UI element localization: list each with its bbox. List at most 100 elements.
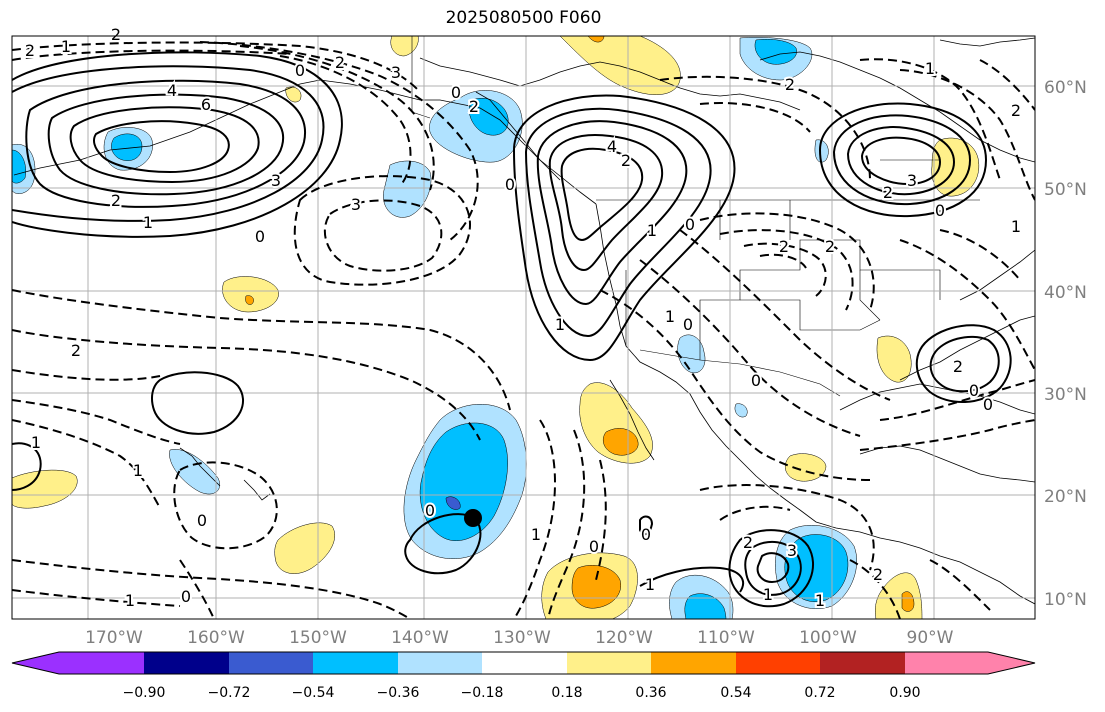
contour-line — [699, 102, 811, 133]
map-title: 2025080500 F060 — [445, 8, 602, 28]
contour-line — [12, 399, 181, 445]
contour-value-label: 0 — [683, 315, 693, 334]
contour-value-label: 0 — [197, 511, 207, 530]
contour-line — [293, 175, 471, 286]
colorbar: −0.90 −0.72 −0.54 −0.36 −0.18 0.18 0.36 … — [11, 651, 1036, 701]
latitude-label: 30°N — [1044, 385, 1087, 405]
contour-line — [639, 259, 861, 437]
colorbar-segment — [59, 652, 144, 674]
shaded-anomaly-layer — [12, 36, 980, 619]
colorbar-tick-label: −0.18 — [461, 685, 504, 701]
map-frame — [11, 35, 1036, 620]
anomaly-region — [419, 422, 508, 542]
contour-line — [744, 540, 802, 596]
colorbar-segment — [567, 652, 651, 674]
contour-line — [859, 58, 1001, 181]
contour-line — [743, 242, 827, 297]
anomaly-region — [383, 160, 432, 218]
contour-line — [818, 102, 988, 218]
border-layer — [411, 36, 980, 397]
longitude-label: 150°W — [289, 628, 347, 648]
contour-value-label: 2 — [785, 75, 795, 94]
colorbar-tick-label: 0.36 — [635, 685, 666, 701]
anomaly-region — [445, 496, 461, 510]
anomaly-region — [111, 133, 143, 161]
contour-value-label: 3 — [351, 195, 361, 214]
anomaly-region — [784, 453, 827, 482]
anomaly-region — [734, 403, 748, 418]
contour-value-label: 2 — [743, 533, 753, 552]
contour-line — [849, 559, 901, 619]
contour-value-label: 1 — [645, 575, 655, 594]
contour-value-label: 2 — [1011, 101, 1021, 120]
contour-value-label: 0 — [181, 587, 191, 606]
longitude-label: 130°W — [493, 628, 551, 648]
contour-line — [899, 239, 1035, 371]
colorbar-segment — [482, 652, 567, 674]
contour-value-label: 1 — [31, 433, 41, 452]
contour-line — [12, 49, 291, 61]
contour-value-label: 2 — [335, 53, 345, 72]
contour-line — [915, 324, 1012, 403]
contour-value-label: 4 — [607, 137, 617, 156]
contour-line — [659, 75, 871, 181]
contour-value-label: 1 — [647, 221, 657, 240]
latitude-label: 50°N — [1044, 180, 1087, 200]
contour-value-label: 1 — [143, 213, 153, 232]
contour-value-label: 0 — [589, 537, 599, 556]
latitude-axis: 60°N 50°N 40°N 30°N 20°N 10°N — [1044, 78, 1087, 610]
colorbar-segment — [229, 652, 313, 674]
contour-line — [173, 461, 278, 550]
latitude-label: 60°N — [1044, 78, 1087, 98]
anomaly-region — [559, 36, 681, 95]
contour-line — [323, 199, 443, 272]
anomaly-region — [285, 86, 302, 103]
contour-line — [513, 419, 556, 619]
contour-line — [759, 253, 807, 269]
contour-line — [93, 120, 230, 174]
colorbar-tick-label: 0.18 — [551, 685, 582, 701]
contour-line — [832, 114, 972, 206]
contour-line — [929, 335, 1000, 393]
contour-value-label: 0 — [983, 395, 993, 414]
contour-line — [12, 329, 481, 441]
contour-line — [12, 289, 511, 411]
longitude-label: 170°W — [85, 628, 143, 648]
contour-line — [47, 93, 285, 196]
contour-value-label: 2 — [111, 191, 121, 210]
longitude-label: 100°W — [799, 628, 857, 648]
contour-line — [859, 419, 1035, 451]
contour-line — [719, 229, 854, 311]
graticule — [12, 36, 1035, 619]
contour-value-label: 0 — [935, 201, 945, 220]
colorbar-segment — [144, 652, 229, 674]
contour-line — [199, 41, 479, 241]
contour-value-label: 2 — [111, 25, 121, 44]
cyclone-center-dot — [464, 509, 482, 527]
contour-value-label: 0 — [451, 83, 461, 102]
contour-line — [12, 442, 42, 491]
contour-value-label: 1 — [925, 59, 935, 78]
contour-line — [151, 371, 244, 435]
contour-value-label: 1 — [555, 315, 565, 334]
contour-value-label: 6 — [201, 95, 211, 114]
contour-line — [699, 212, 875, 311]
contour-value-label: 0 — [751, 371, 761, 390]
contour-line — [846, 126, 956, 196]
colorbar-segment — [398, 652, 482, 674]
contour-value-label: 1 — [815, 591, 825, 610]
colorbar-tick-label: 0.90 — [889, 685, 920, 701]
contour-line — [179, 559, 215, 619]
contour-value-label: 2 — [621, 151, 631, 170]
dashed-contours — [12, 41, 1035, 619]
contour-line — [12, 41, 421, 93]
contour-line — [12, 419, 161, 509]
contour-line — [699, 484, 875, 571]
anomaly-region — [222, 276, 279, 313]
contour-line — [899, 69, 1035, 201]
contour-value-label: 2 — [953, 357, 963, 376]
contour-line — [595, 459, 607, 581]
colorbar-tick-label: −0.72 — [208, 685, 251, 701]
contour-line — [599, 289, 871, 481]
contour-value-label: 1 — [1011, 217, 1021, 236]
